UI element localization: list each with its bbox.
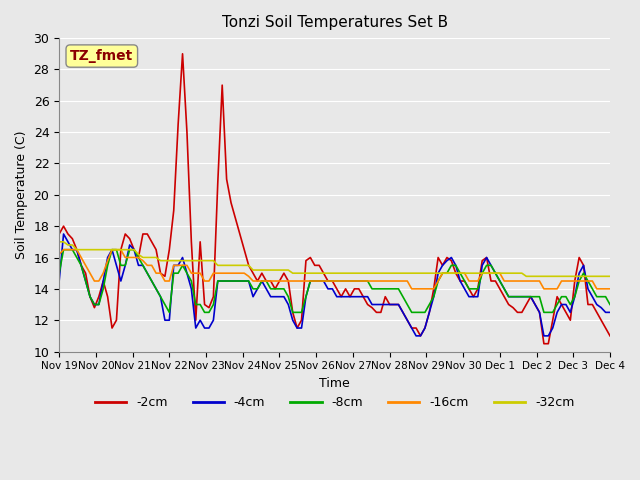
Y-axis label: Soil Temperature (C): Soil Temperature (C): [15, 131, 28, 259]
Legend: -2cm, -4cm, -8cm, -16cm, -32cm: -2cm, -4cm, -8cm, -16cm, -32cm: [90, 391, 579, 414]
X-axis label: Time: Time: [319, 377, 350, 390]
Text: TZ_fmet: TZ_fmet: [70, 49, 133, 63]
Title: Tonzi Soil Temperatures Set B: Tonzi Soil Temperatures Set B: [221, 15, 447, 30]
